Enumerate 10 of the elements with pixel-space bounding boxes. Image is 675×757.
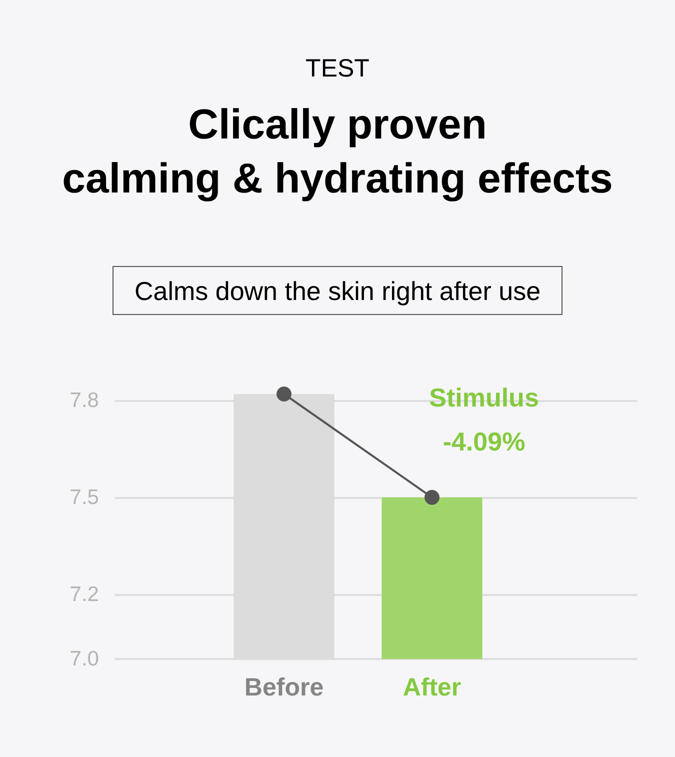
x-tick-label: Before: [244, 674, 324, 702]
text: TEST: [306, 54, 370, 82]
y-tick-label: 7.0: [70, 648, 99, 670]
x-tick-label: After: [402, 674, 462, 702]
chart-subtitle: Calms down the skin right after use: [134, 276, 541, 306]
y-tick-label: 7.2: [70, 582, 99, 606]
chart-title: Clically proven calming & hydrating effects: [62, 100, 613, 202]
y-tick-label: 7.8: [70, 388, 99, 412]
annotation: Stimulus -4.09%: [429, 382, 539, 456]
y-tick-label: 7.5: [70, 486, 99, 509]
